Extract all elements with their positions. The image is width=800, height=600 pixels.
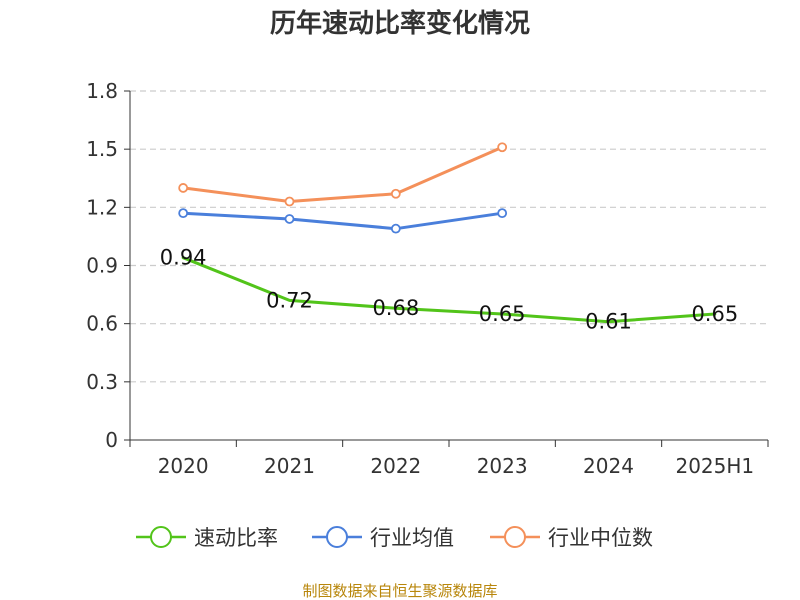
data-label: 0.65: [479, 302, 526, 326]
x-tick-label: 2025H1: [675, 454, 754, 478]
chart-title: 历年速动比率变化情况: [270, 8, 530, 39]
data-point: [178, 183, 189, 193]
legend-item[interactable]: 速动比率: [136, 526, 278, 550]
data-label: 0.72: [266, 288, 313, 312]
legend-item[interactable]: 行业均值: [312, 526, 454, 550]
data-point: [178, 208, 189, 219]
data-label: 0.65: [691, 302, 738, 326]
series-line-2: [181, 145, 504, 203]
grid-lines: [130, 90, 768, 383]
x-tick-label: 2023: [477, 454, 528, 478]
source-note: 制图数据来自恒生聚源数据库: [302, 582, 497, 600]
y-tick-label: 0.3: [86, 370, 118, 394]
x-tick-label: 2021: [264, 454, 315, 478]
data-point: [284, 196, 295, 207]
data-point: [497, 208, 508, 219]
legend-label: 行业中位数: [548, 526, 653, 550]
legend-marker-icon: [326, 526, 348, 548]
legend: 速动比率 行业均值 行业中位数: [136, 526, 653, 550]
y-tick-label: 1.8: [86, 79, 118, 103]
data-label: 0.61: [585, 310, 632, 334]
data-point: [284, 214, 295, 224]
series-line-1: [181, 211, 504, 231]
legend-item[interactable]: 行业中位数: [490, 526, 653, 550]
x-tick-label: 2020: [158, 454, 209, 478]
data-point: [390, 223, 401, 234]
y-tick-label: 1.5: [86, 137, 118, 161]
y-tick-label: 0.9: [86, 254, 118, 278]
axes: 0 0.3 0.6 0.9 1.2 1.5 1.8 2020 2021 2022 2023 2024 2…: [86, 79, 769, 478]
x-tick-label: 2022: [370, 454, 421, 478]
y-tick-label: 0.6: [86, 312, 118, 336]
y-tick-label: 0: [105, 428, 118, 452]
data-point: [390, 188, 401, 199]
legend-label: 速动比率: [194, 526, 278, 550]
series-lines: [178, 142, 717, 324]
x-tick-label: 2024: [583, 454, 634, 478]
legend-label: 行业均值: [370, 526, 454, 550]
legend-marker-icon: [150, 526, 172, 548]
data-label: 0.94: [160, 246, 207, 270]
data-labels: 0.94 0.72 0.68 0.65 0.61 0.65: [160, 246, 738, 334]
y-tick-label: 1.2: [86, 195, 118, 219]
data-point: [497, 142, 508, 153]
series-line-0: [181, 256, 717, 324]
data-label: 0.68: [372, 296, 419, 320]
legend-marker-icon: [504, 526, 526, 548]
